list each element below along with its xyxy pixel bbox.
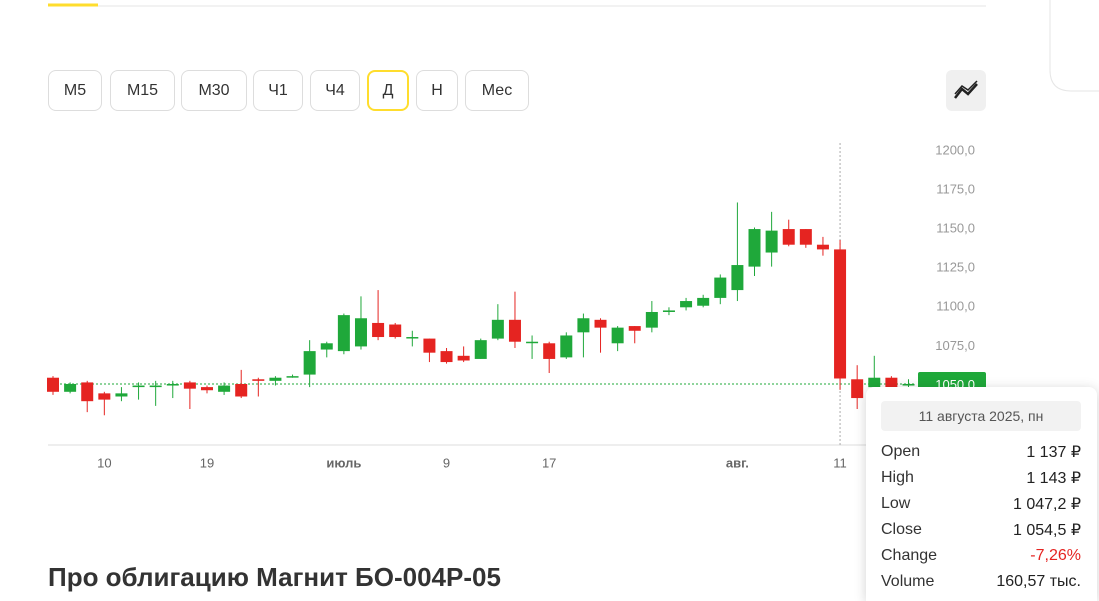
candle-body bbox=[834, 249, 847, 379]
x-tick-label: 10 bbox=[97, 455, 111, 470]
tooltip-value: -7,26% bbox=[1030, 547, 1081, 564]
candle-body bbox=[406, 337, 419, 339]
timeframe-button[interactable]: Н bbox=[416, 70, 458, 111]
candle-body bbox=[628, 326, 641, 331]
tooltip-key: Low bbox=[881, 495, 911, 512]
chart-type-button[interactable] bbox=[946, 70, 986, 111]
x-tick-label: 11 bbox=[833, 455, 847, 470]
candle-body bbox=[166, 383, 179, 386]
candle-body bbox=[269, 377, 282, 381]
y-tick-label: 1175,0 bbox=[936, 181, 975, 196]
candle-body bbox=[303, 351, 316, 375]
tooltip-value: 1 143 ₽ bbox=[1026, 470, 1081, 487]
candle-body bbox=[286, 376, 299, 378]
candle-body bbox=[354, 318, 367, 347]
candle-body bbox=[662, 310, 675, 312]
y-tick-label: 1125,0 bbox=[936, 260, 975, 275]
candle-body bbox=[320, 343, 333, 350]
candle-body bbox=[868, 377, 881, 388]
candle-body bbox=[218, 385, 231, 392]
candle-body bbox=[782, 229, 795, 245]
tooltip-value: 1 047,2 ₽ bbox=[1012, 496, 1081, 513]
candle-body bbox=[902, 383, 915, 386]
timeframe-button[interactable]: M5 bbox=[48, 70, 102, 111]
tooltip-key: High bbox=[881, 469, 914, 486]
y-tick-label: 1200,0 bbox=[935, 142, 975, 157]
tooltip-row: Low 1 047,2 ₽ bbox=[881, 491, 1081, 517]
candle-body bbox=[611, 327, 624, 344]
candle-body bbox=[543, 343, 556, 359]
timeframe-button[interactable]: Ч4 bbox=[310, 70, 360, 111]
candle-body bbox=[235, 383, 248, 397]
candle-body bbox=[132, 385, 145, 388]
x-tick-label: июль bbox=[326, 455, 361, 470]
tooltip-rows: Open 1 137 ₽ High 1 143 ₽ Low 1 047,2 ₽ Close 1… bbox=[881, 439, 1081, 595]
candle-body bbox=[200, 387, 213, 391]
tooltip-key: Volume bbox=[881, 573, 935, 590]
tooltip-date: 11 августа 2025, пн bbox=[881, 401, 1081, 431]
candle-body bbox=[149, 385, 162, 388]
candle-body bbox=[372, 322, 385, 338]
candle-body bbox=[508, 319, 521, 342]
tooltip-value: 1 054,5 ₽ bbox=[1012, 522, 1081, 539]
candle-body bbox=[731, 265, 744, 291]
tooltip-row: Change -7,26% bbox=[881, 543, 1081, 569]
tooltip-key: Change bbox=[881, 547, 938, 564]
candle-body bbox=[526, 341, 539, 344]
y-tick-label: 1075,0 bbox=[935, 338, 975, 353]
candle-body bbox=[714, 277, 727, 298]
timeframe-button[interactable]: M15 bbox=[110, 70, 175, 111]
candle-body bbox=[64, 383, 77, 392]
candle-body bbox=[474, 340, 487, 359]
candle-body bbox=[389, 324, 402, 338]
x-tick-label: 19 bbox=[200, 455, 214, 470]
candle-body bbox=[115, 393, 128, 397]
timeframe-button[interactable]: Ч1 bbox=[253, 70, 303, 111]
candle-body bbox=[337, 315, 350, 352]
candle-body bbox=[799, 229, 812, 245]
candle-body bbox=[491, 319, 504, 339]
candle-body bbox=[98, 393, 111, 400]
candle-body bbox=[697, 297, 710, 306]
tooltip: 11 августа 2025, пн Open 1 137 ₽ High 1 143… bbox=[866, 387, 1097, 601]
tooltip-value: 1 137 ₽ bbox=[1026, 444, 1081, 461]
tooltip-row: High 1 143 ₽ bbox=[881, 465, 1081, 491]
candle-body bbox=[440, 351, 453, 363]
candle-body bbox=[645, 311, 658, 328]
candle-body bbox=[457, 355, 470, 361]
tooltip-row: Open 1 137 ₽ bbox=[881, 439, 1081, 465]
y-tick-label: 1150,0 bbox=[936, 220, 975, 235]
candle-body bbox=[81, 382, 94, 402]
tooltip-row: Volume 160,57 тыс. bbox=[881, 569, 1081, 595]
x-tick-label: 17 bbox=[542, 455, 556, 470]
candle-body bbox=[577, 318, 590, 333]
candle-body bbox=[560, 335, 573, 358]
candle-body bbox=[252, 379, 265, 381]
candle-body bbox=[816, 244, 829, 250]
candle-body bbox=[765, 230, 778, 253]
candle-body bbox=[183, 382, 196, 389]
tooltip-key: Close bbox=[881, 521, 922, 538]
timeframe-button[interactable]: M30 bbox=[181, 70, 247, 111]
timeframe-button[interactable]: Мес bbox=[465, 70, 529, 111]
candle-body bbox=[680, 301, 693, 308]
tooltip-key: Open bbox=[881, 443, 921, 460]
tooltip-value: 160,57 тыс. bbox=[996, 573, 1081, 590]
candle-body bbox=[748, 229, 761, 267]
candle-body bbox=[423, 338, 436, 353]
candle-body bbox=[47, 377, 59, 392]
candle-body bbox=[851, 379, 864, 399]
tooltip-row: Close 1 054,5 ₽ bbox=[881, 517, 1081, 543]
candle-body bbox=[594, 319, 607, 328]
chart-type-icon bbox=[954, 80, 978, 95]
x-tick-label: авг. bbox=[726, 455, 749, 470]
candle-body bbox=[885, 377, 898, 388]
heading: Про облигацию Магнит БО-004P-05 bbox=[48, 562, 501, 592]
x-tick-label: 9 bbox=[443, 455, 450, 470]
chart-type-icon bbox=[954, 83, 978, 99]
timeframe-button[interactable]: Д bbox=[367, 70, 409, 111]
y-tick-label: 1100,0 bbox=[936, 299, 975, 314]
side-card bbox=[1049, 0, 1099, 92]
